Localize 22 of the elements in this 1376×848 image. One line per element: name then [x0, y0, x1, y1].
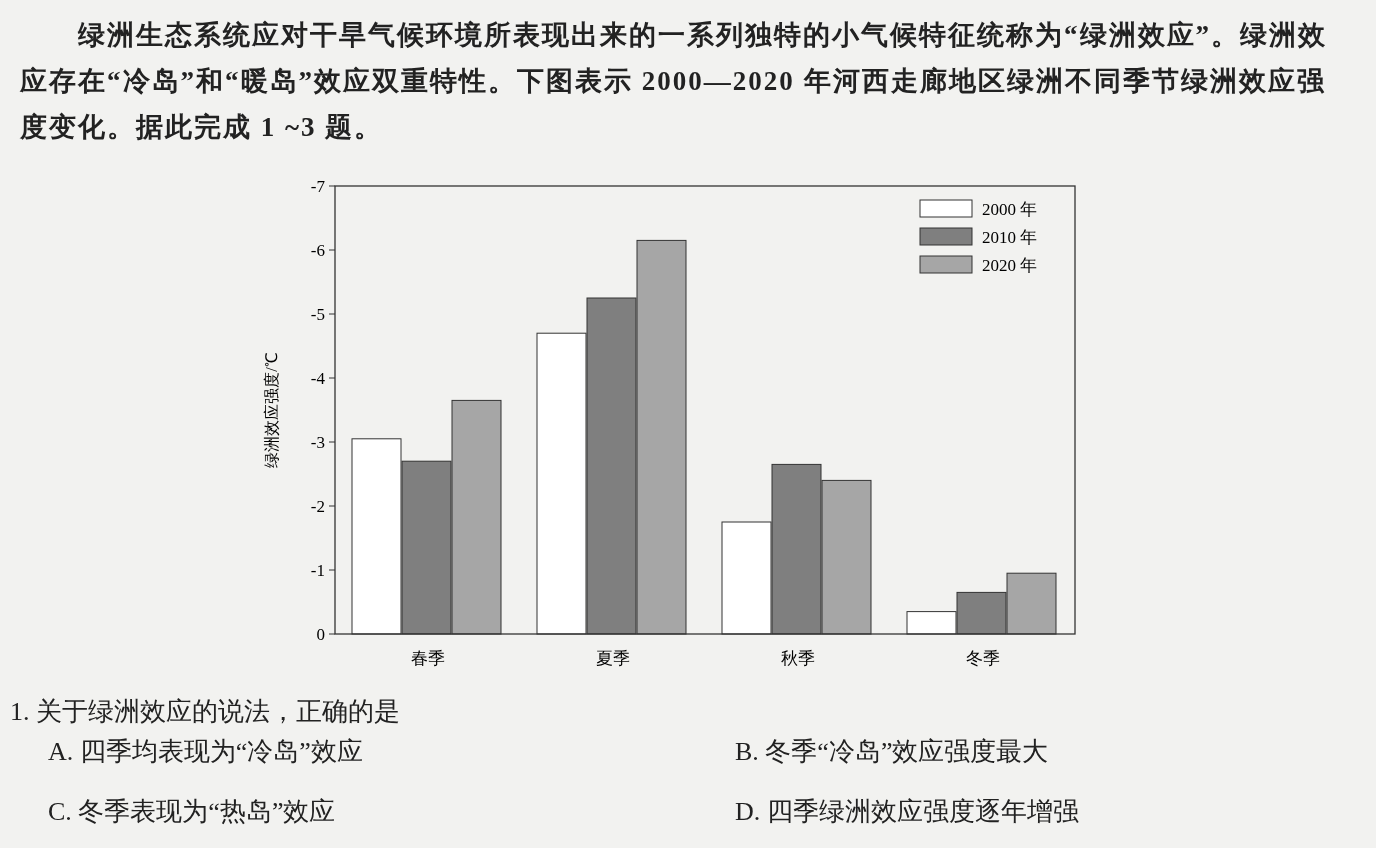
legend-label: 2000 年 [982, 200, 1038, 219]
x-tick-label: 冬季 [965, 649, 1000, 668]
x-tick-label: 秋季 [780, 649, 815, 668]
y-tick-label: -6 [310, 241, 325, 260]
y-tick-label: -2 [310, 497, 325, 516]
chart-title: 绿洲生态系统应对干旱气候环境所表现出来的一系列独特的小气候特征统称为“绿洲效应”。绿洲效应存在“冷岛”和“暖岛”效应双重特性。下图表示 2000—2020 年河西走廊地区绿洲不同季节绿洲效应强度变化。据此完成 1 ~3 题。 [20, 19, 1328, 144]
text: B. 冬季“冷岛”效应强度最大 [735, 736, 1049, 768]
x-tick-label: 春季 [410, 649, 445, 668]
text: A. 四季均表现为“冷岛”效应 [48, 736, 363, 768]
y-axis-title: 绿洲效应强度/℃ [263, 352, 280, 468]
y-tick-label: -3 [310, 433, 325, 452]
y-tick-label: -1 [310, 561, 325, 580]
y-tick-label: 0 [316, 625, 325, 644]
legend-label: 2010 年 [982, 228, 1038, 247]
y-tick-label: -4 [310, 369, 326, 388]
y-tick-label: -7 [310, 177, 326, 196]
text: D. 四季绿洲效应强度逐年增强 [735, 796, 1079, 828]
legend-label: 2020 年 [982, 256, 1038, 275]
text: 1. 关于绿洲效应的说法，正确的是 [10, 696, 400, 728]
y-tick-label: -5 [310, 305, 325, 324]
x-tick-label: 夏季 [595, 649, 630, 668]
text: C. 冬季表现为“热岛”效应 [48, 796, 336, 828]
